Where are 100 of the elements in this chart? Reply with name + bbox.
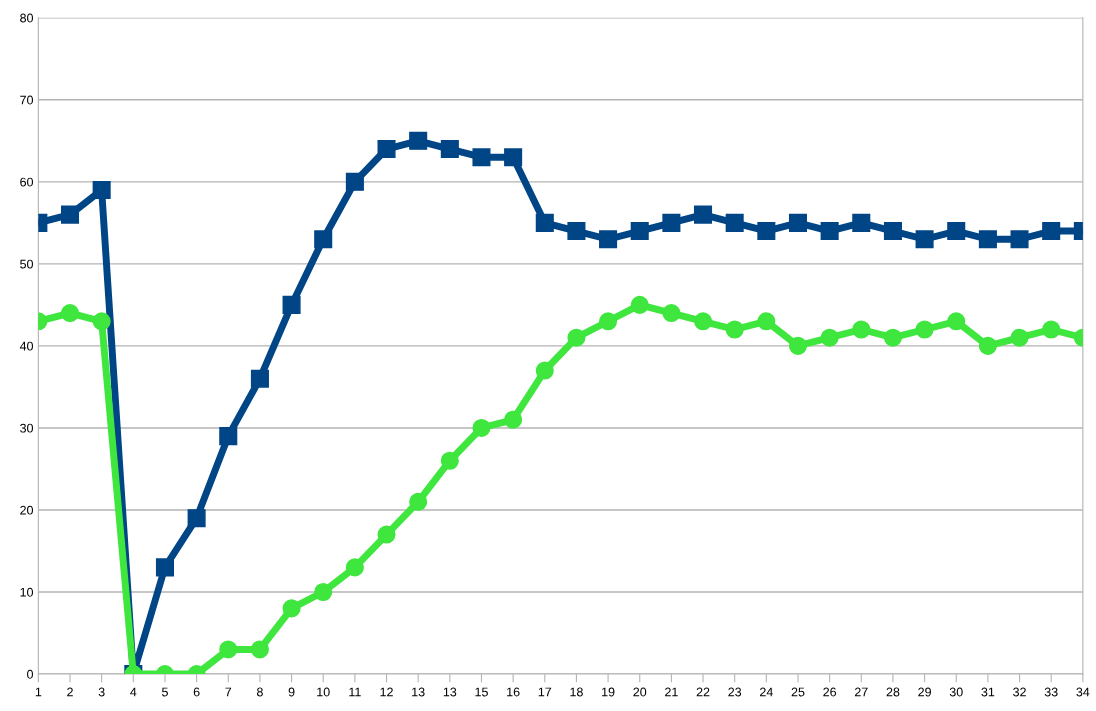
point [694,312,713,331]
x-tick-label: 13 [412,687,425,697]
x-tick-label: 27 [854,687,868,697]
x-tick-label: 9 [288,687,295,697]
x-tick-label: 21 [665,687,678,697]
point [630,222,649,241]
x-tick-label: 7 [225,687,232,697]
point [1010,230,1029,249]
x-tick-label: 32 [1013,687,1026,697]
x-tick-label: 4 [130,687,137,697]
point [282,599,301,618]
point [535,213,554,232]
x-tick-label: 16 [507,687,520,697]
x-tick-label: 8 [256,687,263,697]
x-tick-label: 28 [886,687,900,697]
x-tick-label: 10 [317,687,330,697]
point [947,222,966,241]
x-tick-label: 31 [981,687,995,697]
x-tick-label: 1 [35,687,42,697]
point [599,230,618,249]
point [694,205,713,224]
y-tick-label: 50 [20,259,34,269]
point [219,427,238,446]
y-tick-label: 70 [20,95,34,105]
x-tick-label: 2 [67,687,73,697]
point [409,492,428,511]
point [409,131,428,150]
point [535,361,554,380]
point [250,640,269,659]
point [92,181,111,200]
point [472,418,491,437]
point [314,230,333,249]
point [440,451,459,470]
point [440,139,459,159]
y-tick-label: 0 [27,669,34,679]
point [852,213,871,232]
point [60,205,80,224]
point [947,312,966,331]
point [92,312,111,331]
x-tick-label: 6 [193,687,200,697]
point [820,222,839,241]
x-tick-label: 29 [918,687,931,697]
x-tick-label: 13 [443,687,457,697]
y-tick-label: 20 [20,505,34,515]
y-tick-label: 10 [20,587,34,597]
x-tick-label: 20 [633,687,647,697]
x-tick-label: 30 [949,687,963,697]
point [155,558,174,577]
point [1042,222,1061,241]
point [187,509,206,528]
point [314,582,333,602]
x-tick-label: 25 [791,687,805,697]
y-tick-label: 80 [20,13,34,23]
x-tick-label: 18 [570,687,583,697]
point [1010,328,1029,347]
point [662,213,681,232]
x-tick-label: 19 [602,687,615,697]
point [1042,320,1061,339]
point [978,336,997,355]
point [788,213,808,232]
x-tick-label: 24 [760,687,773,697]
x-tick-label: 3 [98,687,105,697]
point [250,369,269,388]
y-tick-label: 60 [20,177,34,187]
point [883,328,902,347]
point [725,320,744,339]
point [725,213,744,232]
point [345,558,364,577]
point [599,312,618,331]
point [60,304,80,323]
point [282,295,301,314]
point [915,320,934,339]
x-tick-label: 17 [538,687,552,697]
point [978,230,997,249]
point [345,172,364,191]
x-tick-label: 15 [475,687,488,697]
point [757,222,776,241]
x-tick-label: 11 [349,687,361,697]
point [567,222,586,241]
point [504,148,523,167]
point [630,295,649,314]
point [788,336,808,355]
x-tick-label: 23 [728,687,742,697]
point [757,312,776,331]
point [377,139,396,159]
point [915,230,934,249]
point [219,640,238,659]
point [567,328,586,347]
point [820,328,839,347]
x-tick-label: 5 [161,687,168,697]
y-tick-label: 40 [19,341,34,351]
point [852,320,871,339]
y-tick-label: 30 [20,423,34,433]
x-tick-label: 26 [823,687,837,697]
point [472,148,491,167]
x-tick-label: 33 [1044,687,1058,697]
point [377,525,396,544]
point [662,304,681,323]
x-tick-label: 12 [380,687,393,697]
x-tick-label: 22 [696,687,710,697]
